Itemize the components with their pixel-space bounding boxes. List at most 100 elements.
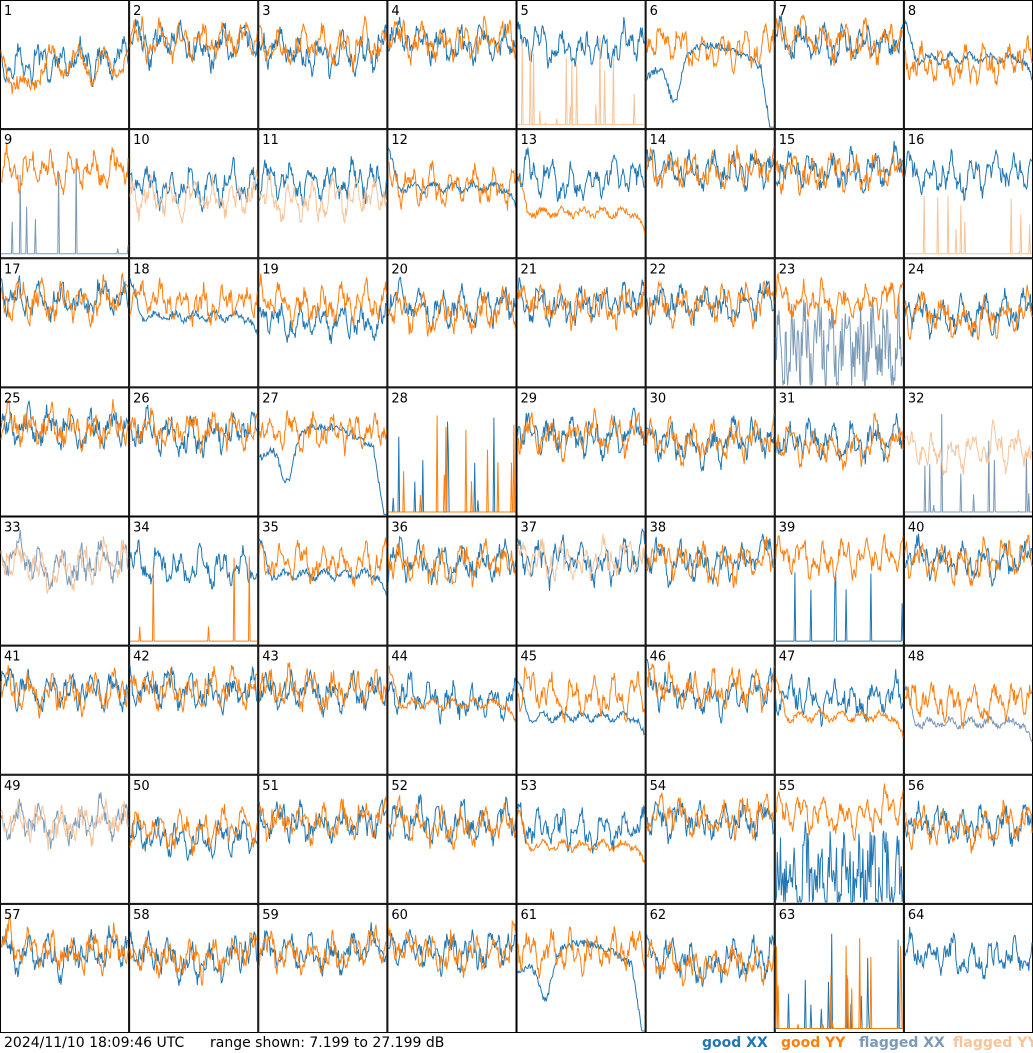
tile-20: 20 [387,258,517,388]
tile-label: 63 [779,908,796,923]
tile-frame [258,387,388,517]
tile-label: 51 [262,779,279,794]
tile-30: 30 [645,387,775,517]
tile-frame [258,774,388,904]
series-yy-11 [258,173,387,224]
series-yy-59 [258,924,387,976]
tile-frame [645,258,775,388]
tile-label: 8 [908,4,916,19]
tile-63: 63 [774,903,904,1033]
series-xx-6 [646,41,774,128]
tile-frame [903,645,1033,775]
series-yy-2 [129,16,258,65]
tile-label: 5 [521,4,529,19]
series-xx-49 [0,792,129,850]
tile-label: 46 [650,650,667,665]
tile-label: 60 [391,908,408,923]
tile-51: 51 [258,774,388,904]
tile-label: 22 [650,262,667,277]
tile-frame [129,258,259,388]
tile-label: 44 [391,650,408,665]
tile-28: 28 [387,387,517,517]
footer-bar: 2024/11/10 18:09:46 UTC range shown: 7.1… [0,1033,1033,1053]
series-xx-55 [775,821,904,903]
tile-23: 23 [774,258,904,388]
series-yy-49 [0,798,129,851]
series-xx-45 [517,680,645,736]
series-xx-7 [775,15,904,66]
tile-label: 57 [4,908,21,923]
series-yy-3 [258,14,387,73]
tile-4: 4 [387,0,517,130]
series-yy-53 [517,808,646,865]
series-yy-55 [775,783,904,841]
tile-label: 23 [779,262,796,277]
series-yy-41 [0,665,129,719]
tile-label: 12 [391,133,408,148]
tile-label: 49 [4,779,21,794]
series-yy-24 [904,284,1033,341]
tile-32: 32 [903,387,1033,517]
tile-label: 7 [779,4,787,19]
tile-11: 11 [258,129,388,259]
tile-label: 29 [521,391,538,406]
tile-54: 54 [645,774,775,904]
tile-label: 27 [262,391,279,406]
series-yy-1 [0,44,129,95]
series-yy-50 [129,804,258,856]
tile-label: 24 [908,262,925,277]
series-yy-37 [517,533,646,583]
tile-frame [903,387,1033,517]
tile-5: 5 [516,0,646,130]
series-yy-16 [904,195,1032,256]
series-xx-61 [517,939,645,1032]
tile-22: 22 [645,258,775,388]
tile-40: 40 [903,516,1033,646]
series-xx-37 [517,527,646,591]
tile-frame [0,774,130,904]
series-yy-23 [775,272,904,325]
series-yy-57 [0,915,129,977]
tile-frame [645,387,775,517]
tile-label: 18 [133,262,150,277]
tile-26: 26 [129,387,259,517]
series-yy-15 [775,152,904,196]
tile-label: 14 [650,133,667,148]
tile-label: 35 [262,521,279,536]
series-yy-36 [387,538,516,588]
tile-label: 9 [4,133,12,148]
series-xx-64 [904,926,1033,980]
series-yy-25 [0,399,129,453]
tile-frame [774,387,904,517]
series-yy-14 [646,144,775,191]
tile-label: 42 [133,650,150,665]
tile-frame [645,516,775,646]
tile-frame [258,129,388,259]
series-yy-63 [775,938,903,1029]
tile-1: 1 [0,0,130,130]
tile-6: 6 [645,0,775,130]
series-xx-22 [646,280,775,327]
tile-label: 55 [779,779,796,794]
tile-42: 42 [129,645,259,775]
tile-label: 32 [908,391,925,406]
series-yy-10 [129,169,258,224]
tile-label: 10 [133,133,150,148]
tile-label: 48 [908,650,925,665]
series-yy-43 [258,662,387,715]
tile-9: 9 [0,129,130,259]
tile-37: 37 [516,516,646,646]
legend-good-xx: good XX [702,1035,768,1051]
tile-label: 62 [650,908,667,923]
range-label: range shown: 7.199 to 27.199 dB [210,1035,445,1051]
tile-33: 33 [0,516,130,646]
series-xx-59 [258,922,387,977]
tile-frame [387,645,517,775]
tile-frame [774,0,904,130]
series-yy-7 [775,13,904,66]
series-xx-11 [258,156,387,207]
series-xx-13 [517,147,646,202]
series-xx-32 [904,413,1032,513]
series-yy-51 [258,795,387,847]
